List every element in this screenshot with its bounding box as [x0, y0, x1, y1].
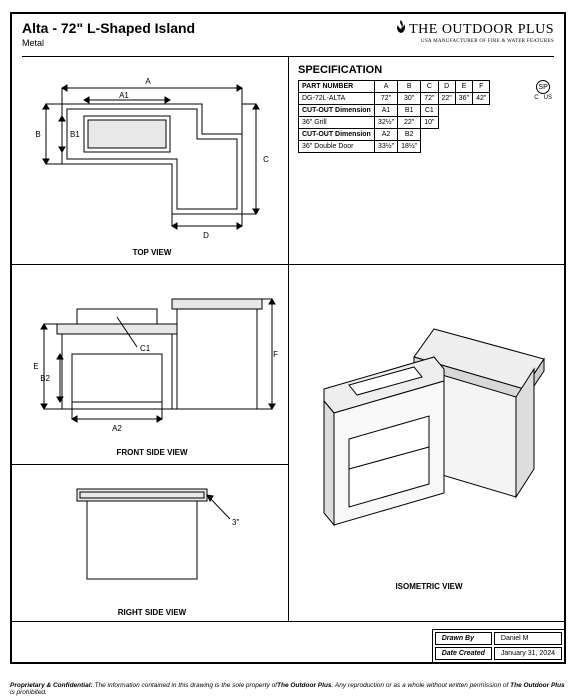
bottom-border — [12, 621, 564, 622]
cert-c: C — [534, 95, 538, 101]
horizontal-divider-1 — [12, 264, 564, 265]
spec-cut2-header: CUT-OUT Dimension A2 B2 — [299, 129, 490, 141]
cut1-C1: 10" — [421, 117, 438, 129]
date-created: January 31, 2024 — [494, 647, 562, 660]
col-C1: C1 — [421, 105, 438, 117]
dim-countertop: 3" — [232, 518, 239, 527]
dim-B1: B1 — [70, 130, 80, 139]
dim-B: 30" — [398, 93, 421, 105]
dim-D: 22" — [438, 93, 455, 105]
header: Alta - 72" L-Shaped Island Metal THE OUT… — [22, 20, 554, 54]
footnote: Proprietary & Confidential: The informat… — [10, 682, 566, 696]
dim-C1: C1 — [140, 344, 151, 353]
drawn-by-label: Drawn By — [435, 632, 492, 645]
cut2-label: CUT-OUT Dimension — [299, 129, 375, 141]
spec-part-row: DG-72L-ALTA 72" 30" 72" 22" 36" 42" — [299, 93, 490, 105]
header-left: Alta - 72" L-Shaped Island Metal — [22, 20, 195, 54]
top-view-label: TOP VIEW — [22, 248, 282, 257]
cut2-name: 36" Double Door — [299, 141, 375, 153]
logo-sub: USA MANUFACTURER OF FIRE & WATER FEATURE… — [395, 39, 554, 44]
col-C: C — [421, 81, 438, 93]
dim-C: 72" — [421, 93, 438, 105]
part-number-label: PART NUMBER — [299, 81, 375, 93]
footnote-t1: The information contained in this drawin… — [93, 682, 277, 689]
dim-D: D — [203, 231, 209, 240]
footnote-b1: The Outdoor Plus — [277, 682, 332, 689]
cut2-A2: 33½" — [375, 141, 398, 153]
col-B1: B1 — [398, 105, 421, 117]
cert-us: US — [544, 95, 552, 101]
cut1-B1: 22" — [398, 117, 421, 129]
spec-cut2-row: 36" Double Door 33½" 18½" — [299, 141, 490, 153]
cert-mark: SP C US — [534, 80, 552, 101]
spec-title: SPECIFICATION — [298, 64, 558, 76]
iso-view-label: ISOMETRIC VIEW — [294, 582, 564, 591]
col-D: D — [438, 81, 455, 93]
footnote-b2: The Outdoor Plus — [510, 682, 565, 689]
dim-B2: B2 — [40, 374, 50, 383]
front-view: C1 E B2 A2 F FRONT SIDE VIEW — [22, 269, 282, 459]
horizontal-divider-2 — [12, 464, 288, 465]
dim-B: B — [35, 130, 40, 139]
right-view-label: RIGHT SIDE VIEW — [22, 608, 282, 617]
dim-E: 36" — [455, 93, 472, 105]
col-F: F — [473, 81, 490, 93]
spec-cut1-row: 36" Grill 32½" 22" 10" — [299, 117, 490, 129]
drawing-sheet: Alta - 72" L-Shaped Island Metal THE OUT… — [10, 12, 566, 664]
col-A: A — [375, 81, 398, 93]
dim-E: E — [33, 362, 38, 371]
spec-cut1-header: CUT-OUT Dimension A1 B1 C1 — [299, 105, 490, 117]
col-B2: B2 — [398, 129, 421, 141]
flame-icon — [395, 20, 407, 39]
logo-main: THE OUTDOOR PLUS — [395, 20, 554, 39]
col-A2: A2 — [375, 129, 398, 141]
col-A1: A1 — [375, 105, 398, 117]
title-block: Drawn By Daniel M Date Created January 3… — [432, 629, 564, 662]
cut1-label: CUT-OUT Dimension — [299, 105, 375, 117]
spec-area: SPECIFICATION PART NUMBER A B C D E F DG… — [298, 64, 558, 153]
footnote-t2: . Any reproduction or as a whole without… — [332, 682, 511, 689]
cut1-A1: 32½" — [375, 117, 398, 129]
vertical-divider — [288, 56, 289, 622]
dim-F: F — [273, 350, 278, 359]
logo-text: THE OUTDOOR PLUS — [409, 22, 554, 37]
dim-A: A — [145, 77, 151, 86]
cut1-name: 36" Grill — [299, 117, 375, 129]
part-number: DG-72L-ALTA — [299, 93, 375, 105]
date-label: Date Created — [435, 647, 492, 660]
drawn-by: Daniel M — [494, 632, 562, 645]
right-view: 3" RIGHT SIDE VIEW — [22, 469, 282, 619]
footnote-lead: Proprietary & Confidential: — [10, 682, 93, 689]
col-B: B — [398, 81, 421, 93]
spec-header-row: PART NUMBER A B C D E F — [299, 81, 490, 93]
cert-circle-icon: SP — [536, 80, 550, 94]
dim-C: C — [263, 155, 269, 164]
col-E: E — [455, 81, 472, 93]
subtitle: Metal — [22, 38, 195, 48]
cert-text: SP — [538, 84, 547, 91]
title: Alta - 72" L-Shaped Island — [22, 20, 195, 36]
top-view: A A1 B B1 C D TOP VIEW — [22, 64, 282, 259]
logo: THE OUTDOOR PLUS USA MANUFACTURER OF FIR… — [395, 20, 554, 54]
dim-F: 42" — [473, 93, 490, 105]
front-view-label: FRONT SIDE VIEW — [22, 448, 282, 457]
dim-A: 72" — [375, 93, 398, 105]
iso-view: ISOMETRIC VIEW — [294, 269, 564, 619]
dim-A2: A2 — [112, 424, 122, 433]
spec-table: PART NUMBER A B C D E F DG-72L-ALTA 72" … — [298, 80, 490, 153]
cut2-B2: 18½" — [398, 141, 421, 153]
footnote-t3: is prohibited. — [10, 689, 47, 696]
dim-A1: A1 — [119, 91, 129, 100]
